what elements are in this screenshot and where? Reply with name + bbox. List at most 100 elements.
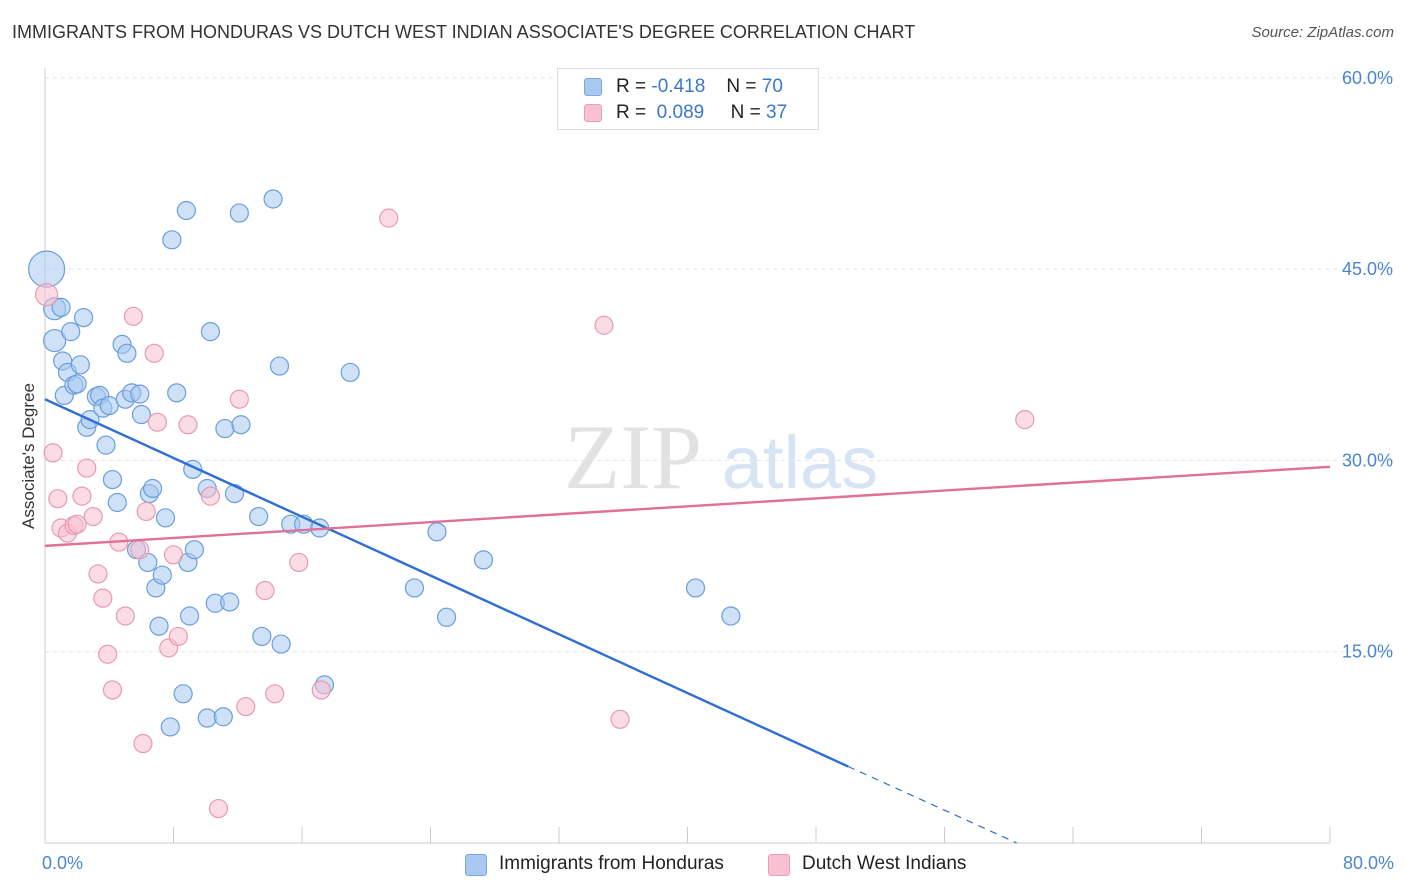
trend-line-dutch bbox=[44, 465, 1331, 548]
data-point bbox=[102, 680, 123, 700]
data-point bbox=[252, 626, 272, 647]
data-point bbox=[107, 492, 127, 513]
data-point bbox=[473, 550, 494, 570]
data-point bbox=[269, 356, 290, 376]
data-point bbox=[88, 564, 108, 584]
watermark-atlas: atlas bbox=[722, 421, 878, 504]
data-point bbox=[208, 798, 229, 819]
data-point bbox=[224, 483, 245, 504]
data-point bbox=[1015, 410, 1035, 430]
data-point bbox=[43, 443, 63, 463]
data-point bbox=[93, 588, 113, 608]
data-point bbox=[236, 696, 256, 717]
data-point bbox=[176, 200, 196, 221]
watermark-zip: ZIP bbox=[564, 406, 702, 508]
data-point bbox=[197, 708, 217, 728]
data-point bbox=[72, 486, 92, 506]
data-point bbox=[67, 374, 87, 394]
y-tick-label: 30.0% bbox=[1342, 450, 1393, 470]
data-point bbox=[61, 322, 81, 342]
data-point bbox=[213, 707, 233, 727]
data-point bbox=[147, 412, 168, 432]
data-point bbox=[178, 415, 198, 435]
data-point bbox=[99, 396, 119, 416]
data-point bbox=[144, 343, 164, 363]
watermark: ZIP atlas bbox=[564, 406, 878, 508]
data-point bbox=[610, 709, 630, 729]
data-point bbox=[77, 458, 97, 478]
data-point bbox=[102, 469, 123, 490]
legend-swatch-dutch bbox=[768, 854, 790, 876]
data-point bbox=[289, 552, 309, 573]
data-point bbox=[173, 684, 193, 704]
data-point bbox=[131, 404, 151, 425]
data-point bbox=[162, 230, 182, 250]
legend-label-dutch: Dutch West Indians bbox=[802, 853, 967, 874]
data-point bbox=[311, 680, 331, 700]
data-point bbox=[133, 733, 153, 754]
source-credit: Source: ZipAtlas.com bbox=[1251, 24, 1394, 41]
y-tick-label: 60.0% bbox=[1342, 68, 1393, 88]
series-dutch-west-indians bbox=[35, 208, 1035, 819]
data-point bbox=[200, 486, 221, 506]
r-value: 0.089 bbox=[656, 102, 705, 123]
r-label: R = bbox=[616, 102, 647, 123]
data-point bbox=[70, 355, 90, 375]
data-point bbox=[48, 489, 68, 509]
data-point bbox=[98, 644, 118, 664]
trend-line-extension bbox=[847, 765, 1018, 844]
data-point bbox=[215, 418, 235, 439]
data-point bbox=[685, 578, 706, 598]
data-point bbox=[200, 322, 221, 342]
y-tick-label: 15.0% bbox=[1342, 642, 1393, 662]
data-point bbox=[436, 607, 457, 627]
data-point bbox=[160, 717, 180, 737]
data-point bbox=[379, 208, 399, 228]
legend-swatch-honduras bbox=[584, 78, 602, 96]
y-axis-label: Associate's Degree bbox=[19, 383, 38, 529]
data-point bbox=[130, 540, 150, 560]
legend-row-dutch: R = 0.089 N = 37 bbox=[558, 102, 820, 126]
legend-swatch-honduras bbox=[465, 854, 487, 876]
data-point bbox=[179, 606, 200, 626]
correlation-legend: R = -0.418 N = 70 R = 0.089 N = 37 bbox=[557, 68, 819, 130]
data-points bbox=[28, 189, 1035, 819]
data-point bbox=[265, 684, 285, 704]
data-point bbox=[167, 383, 187, 403]
data-point bbox=[184, 540, 204, 560]
data-point bbox=[67, 514, 87, 534]
data-point bbox=[255, 580, 275, 601]
n-label: N = bbox=[730, 102, 761, 123]
data-point bbox=[28, 250, 66, 288]
data-point bbox=[271, 634, 291, 654]
n-value: 37 bbox=[766, 102, 788, 123]
data-point bbox=[231, 415, 251, 435]
data-point bbox=[130, 384, 150, 404]
data-point bbox=[168, 626, 188, 647]
series-honduras bbox=[28, 189, 741, 737]
data-point bbox=[229, 203, 249, 223]
data-point bbox=[721, 606, 741, 626]
data-point bbox=[163, 545, 184, 565]
legend-label-honduras: Immigrants from Honduras bbox=[499, 853, 724, 874]
n-label: N = bbox=[726, 76, 757, 97]
data-point bbox=[263, 189, 283, 209]
data-point bbox=[115, 606, 135, 626]
data-point bbox=[155, 508, 176, 528]
data-point bbox=[117, 343, 137, 363]
data-point bbox=[404, 578, 425, 598]
data-point bbox=[149, 616, 169, 636]
legend-swatch-dutch bbox=[584, 104, 602, 122]
data-point bbox=[143, 478, 163, 499]
legend-row-honduras: R = -0.418 N = 70 bbox=[558, 76, 820, 100]
r-value: -0.418 bbox=[651, 76, 706, 97]
y-tick-label: 45.0% bbox=[1342, 259, 1393, 279]
n-value: 70 bbox=[761, 76, 783, 97]
data-point bbox=[152, 565, 172, 585]
grid-lines bbox=[45, 77, 1395, 653]
trend-line-honduras bbox=[44, 398, 849, 768]
data-point bbox=[43, 328, 67, 353]
trend-lines bbox=[44, 398, 1331, 844]
r-label: R = bbox=[616, 76, 647, 97]
